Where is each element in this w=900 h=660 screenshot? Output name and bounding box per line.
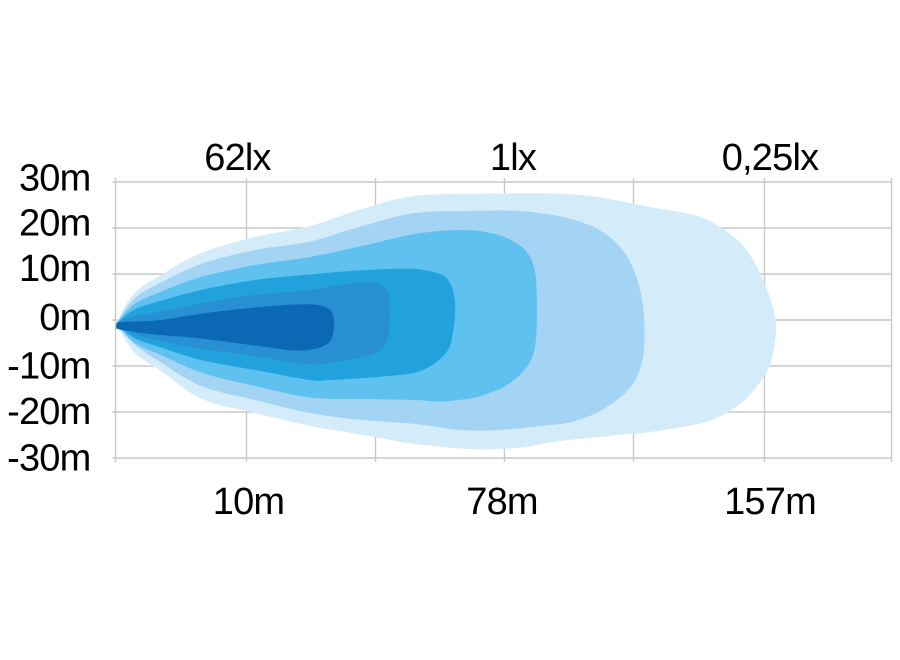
- svg-text:-30m: -30m: [7, 438, 90, 480]
- svg-text:20m: 20m: [19, 203, 91, 245]
- svg-text:0,25lx: 0,25lx: [722, 137, 819, 179]
- svg-text:-20m: -20m: [7, 391, 90, 433]
- svg-text:78m: 78m: [466, 481, 538, 523]
- svg-text:10m: 10m: [19, 248, 91, 290]
- svg-text:62lx: 62lx: [204, 137, 271, 179]
- svg-text:10m: 10m: [213, 481, 285, 523]
- svg-text:1lx: 1lx: [490, 137, 537, 179]
- svg-text:0m: 0m: [39, 297, 90, 339]
- svg-text:157m: 157m: [724, 481, 816, 523]
- svg-text:30m: 30m: [19, 158, 91, 200]
- svg-text:-10m: -10m: [7, 346, 90, 388]
